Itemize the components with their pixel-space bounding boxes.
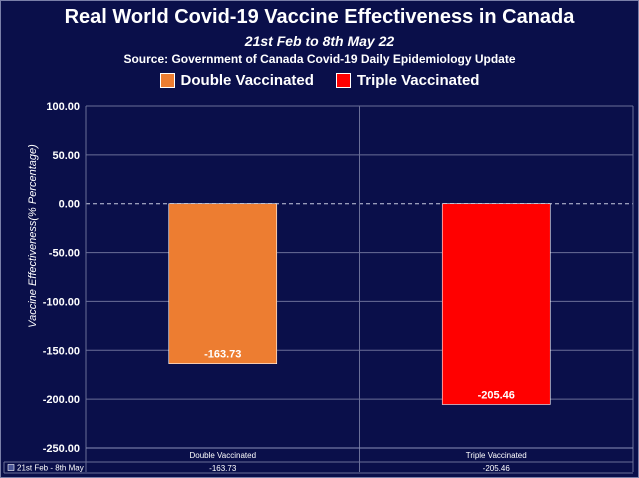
chart-source: Source: Government of Canada Covid-19 Da… [123, 52, 516, 66]
y-tick-label: -150.00 [43, 345, 80, 357]
legend-item-double: Double Vaccinated [159, 72, 314, 89]
legend-label-triple: Triple Vaccinated [356, 72, 480, 89]
y-tick-label: -50.00 [49, 248, 80, 260]
data-label-1: -205.46 [478, 389, 515, 401]
y-tick-label: 0.00 [59, 199, 80, 211]
data-table-value-1: -205.46 [483, 464, 511, 473]
y-axis-label: Vaccine Effectiveness(% Percentage) [27, 144, 39, 328]
y-tick-label: -100.00 [43, 296, 80, 308]
chart-title: Real World Covid-19 Vaccine Effectivenes… [64, 6, 575, 28]
x-tick-label-0: Double Vaccinated [189, 451, 256, 460]
x-tick-label-1: Triple Vaccinated [466, 451, 527, 460]
legend-label-double: Double Vaccinated [180, 72, 314, 89]
data-table-legend-key [7, 464, 15, 471]
y-tick-label: -250.00 [43, 443, 80, 455]
legend-swatch-double [159, 73, 175, 88]
legend-item-triple: Triple Vaccinated [335, 72, 480, 89]
y-tick-label: -200.00 [43, 394, 80, 406]
data-table-row-label: 21st Feb - 8th May [17, 464, 84, 473]
chart-legend: Double Vaccinated Triple Vaccinated [0, 72, 639, 89]
bar-1 [441, 203, 551, 405]
bar-0 [168, 203, 278, 365]
data-label-0: -163.73 [204, 349, 241, 361]
chart-subtitle: 21st Feb to 8th May 22 [244, 33, 395, 49]
y-tick-label: 100.00 [46, 101, 80, 113]
data-table-value-0: -163.73 [209, 464, 237, 473]
legend-swatch-triple [335, 73, 351, 88]
y-tick-label: 50.00 [52, 150, 80, 162]
